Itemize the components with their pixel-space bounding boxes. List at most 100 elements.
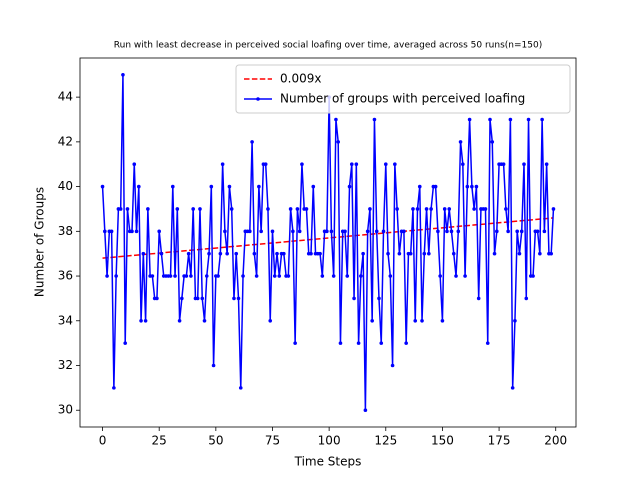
data-point — [297, 229, 302, 234]
data-point — [467, 117, 472, 122]
x-axis-label: Time Steps — [294, 455, 362, 469]
y-axis-label: Number of Groups — [33, 187, 47, 297]
data-point — [349, 162, 354, 167]
data-point — [259, 229, 263, 234]
data-point — [252, 251, 257, 256]
data-point — [420, 318, 424, 323]
data-point — [168, 274, 173, 278]
data-point — [483, 207, 488, 211]
data-point — [263, 162, 268, 167]
y-tick-label: 42 — [58, 134, 73, 148]
series-line — [101, 74, 555, 411]
data-point — [522, 162, 526, 167]
data-point — [241, 274, 245, 278]
data-point — [293, 341, 297, 345]
data-point — [422, 251, 427, 256]
data-point — [325, 229, 329, 234]
data-point — [402, 229, 406, 234]
chart-title: Run with least decrease in perceived soc… — [114, 41, 542, 51]
data-point — [395, 207, 399, 211]
data-point — [336, 140, 340, 144]
data-point — [229, 207, 234, 211]
data-point — [134, 229, 139, 234]
data-point — [320, 274, 325, 278]
data-point — [136, 184, 141, 189]
data-point — [218, 251, 223, 256]
data-point — [250, 140, 254, 144]
data-point — [202, 318, 207, 323]
axes-frame — [79, 57, 577, 428]
data-point — [456, 229, 461, 234]
data-point — [318, 251, 322, 256]
data-point — [445, 229, 449, 234]
data-point — [495, 229, 499, 234]
data-point — [463, 274, 467, 278]
data-point — [474, 184, 479, 189]
data-point — [513, 318, 517, 323]
data-point — [492, 251, 497, 256]
data-point — [195, 296, 200, 301]
x-tick-label: 175 — [488, 434, 511, 448]
legend-label: 0.009x — [280, 72, 321, 86]
data-point — [236, 296, 241, 301]
x-tick-label: 50 — [208, 434, 223, 448]
data-point — [490, 140, 495, 144]
legend-label: Number of groups with perceived loafing — [280, 92, 525, 106]
data-point — [549, 251, 553, 256]
data-point — [354, 162, 359, 167]
data-point — [112, 386, 116, 390]
data-point — [476, 296, 481, 301]
data-point — [227, 184, 232, 189]
data-point — [433, 184, 438, 189]
data-point — [544, 162, 549, 167]
data-point — [442, 207, 447, 211]
data-point — [207, 251, 211, 256]
legend-box — [235, 64, 571, 114]
data-point — [272, 274, 277, 278]
x-tick-label: 125 — [374, 434, 397, 448]
data-point — [379, 341, 384, 345]
data-point — [508, 117, 513, 122]
data-point — [275, 251, 279, 256]
data-point — [359, 274, 363, 278]
data-point — [510, 386, 515, 390]
data-point — [454, 274, 458, 278]
x-tick-label: 0 — [99, 434, 107, 448]
data-point — [438, 274, 442, 278]
data-point — [157, 229, 161, 234]
data-point — [146, 207, 150, 211]
data-point — [427, 251, 431, 256]
x-tick-label: 200 — [544, 434, 567, 448]
data-point — [291, 229, 295, 234]
data-point — [436, 229, 440, 234]
data-point — [331, 274, 336, 278]
data-point — [540, 117, 544, 122]
data-point — [417, 184, 422, 189]
data-point — [361, 251, 365, 256]
data-point — [411, 207, 415, 211]
data-point — [440, 318, 445, 323]
x-tick-label: 100 — [318, 434, 341, 448]
y-tick-label: 38 — [58, 224, 73, 238]
data-point — [424, 207, 429, 211]
data-point — [465, 184, 470, 189]
y-tick-label: 30 — [58, 403, 73, 417]
data-point — [461, 162, 465, 167]
data-point — [288, 207, 293, 211]
data-point — [114, 274, 118, 278]
data-point — [524, 296, 529, 301]
data-point — [535, 229, 540, 234]
data-point — [451, 251, 456, 256]
data-point — [309, 251, 313, 256]
data-point — [517, 251, 522, 256]
data-point — [506, 229, 510, 234]
data-point — [383, 162, 388, 167]
data-point — [105, 274, 109, 278]
data-point — [526, 117, 531, 122]
data-point — [266, 207, 270, 211]
data-point — [542, 229, 547, 234]
data-point — [139, 318, 143, 323]
data-point — [130, 229, 134, 234]
data-point — [458, 140, 463, 144]
data-point — [356, 341, 361, 345]
